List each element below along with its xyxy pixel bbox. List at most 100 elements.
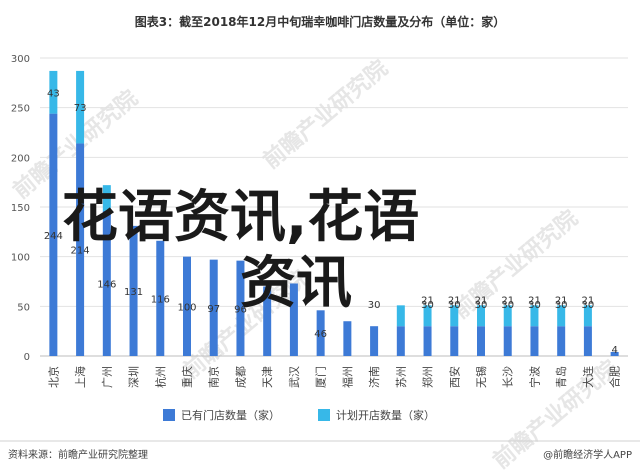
bar-existing [76,143,85,356]
legend-swatch-planned [318,409,330,421]
y-tick-label: 200 [11,153,30,164]
data-label-existing: 30 [555,300,568,311]
data-label-planned: 73 [74,103,87,114]
data-label-planned: 43 [47,88,60,99]
y-tick-label: 100 [11,253,30,264]
bar-planned [503,305,512,327]
watermark-text: 前瞻产业研究院 [258,55,393,174]
x-category-label: 福州 [340,366,354,388]
bar-existing [129,225,138,356]
bars [49,70,619,356]
bar-planned [423,305,432,327]
data-label-existing: 30 [421,300,434,311]
bar-existing [183,256,191,356]
x-category-label: 合肥 [608,366,622,388]
bar-existing [289,283,298,356]
bar-existing [557,326,566,356]
x-category-label: 无锡 [474,366,488,388]
y-tick-label: 0 [24,352,30,363]
x-category-label: 南京 [207,366,221,388]
data-label-existing: 30 [368,300,381,311]
bar-existing [370,326,379,356]
x-axis: 北京 上海 广州 深圳 杭州 重庆 南京 成都 天津 武汉 厦门 福州 济南 苏州 郑州 西安 无锡 长沙 宁波 青岛… [46,366,621,388]
data-label-planned: 21 [448,295,461,306]
data-label-existing: 30 [475,300,488,311]
legend-label-planned: 计划开店数量（家） [336,408,435,422]
x-category-label: 宁波 [527,366,541,388]
legend-swatch-existing [163,409,175,421]
bar-planned [49,70,58,114]
data-label-existing: 96 [234,304,247,315]
y-tick-label: 150 [11,203,30,214]
x-category-label: 西安 [447,366,461,388]
data-label-existing: 30 [582,300,595,311]
bar-planned [396,305,405,327]
data-label-planned: 21 [555,295,568,306]
bar-planned [102,185,111,211]
data-label-existing: 100 [177,302,196,313]
x-category-label: 重庆 [180,366,194,388]
x-category-label: 上海 [73,366,87,388]
bar-existing [209,259,218,356]
x-category-label: 大连 [581,366,595,388]
bar-existing [156,240,165,356]
data-label-existing: 131 [124,287,143,298]
data-label-planned: 21 [421,295,434,306]
bar-existing [503,326,512,356]
data-label-existing: 244 [44,231,63,242]
bar-existing [316,310,325,356]
gridlines [40,57,628,357]
x-category-label: 杭州 [153,366,167,388]
data-label-planned: 21 [475,295,488,306]
bar-existing [263,286,272,356]
bar-existing [49,113,58,356]
data-label-existing: 116 [151,294,170,305]
data-label-existing: 214 [71,246,90,257]
bar-existing [583,326,592,356]
legend-label-existing: 已有门店数量（家） [181,408,280,422]
data-label-planned: 21 [582,295,595,306]
y-axis: 0 50 100 150 200 250 300 [11,54,30,363]
x-category-label: 苏州 [395,366,408,388]
x-category-label: 厦门 [314,366,328,388]
legend: 已有门店数量（家） 计划开店数量（家） [163,408,435,422]
data-label-existing: 30 [448,300,461,311]
y-tick-label: 300 [11,54,30,65]
data-label-existing: 146 [97,279,116,290]
data-label-planned: 21 [528,295,541,306]
y-tick-label: 50 [17,302,30,313]
footer-brand: @前瞻经济学人APP [543,448,632,461]
x-category-label: 天津 [261,366,274,388]
x-category-label: 长沙 [502,366,515,388]
bar-existing [102,210,111,356]
data-label-existing: 30 [501,300,514,311]
bar-existing [610,352,619,356]
bar-planned [557,305,566,327]
x-category-label: 青岛 [554,366,568,388]
bar-existing [450,326,459,356]
data-label-existing: 46 [314,329,327,340]
x-category-label: 深圳 [128,366,141,388]
overlay-text-line1: 花语资讯,花语 [62,185,419,250]
x-category-label: 北京 [46,366,60,388]
bar-planned [450,305,459,327]
bar-planned [583,305,592,327]
bar-planned [76,70,85,144]
bar-existing [396,326,405,356]
chart-title: 图表3：截至2018年12月中旬瑞幸咖啡门店数量及分布（单位：家） [135,14,505,29]
bar-existing [423,326,432,356]
bar-existing [530,326,539,356]
bar-existing [477,326,485,356]
bar-planned [530,305,539,327]
data-label-existing: 97 [207,304,220,315]
footer-source: 资料来源：前瞻产业研究院整理 [8,448,148,461]
y-tick-label: 250 [11,104,30,115]
x-category-label: 济南 [367,366,381,388]
bar-existing [236,260,245,356]
x-category-label: 广州 [101,366,114,388]
x-category-label: 武汉 [288,366,301,388]
overlay-text-line2: 资讯 [240,251,352,316]
data-label-planned: 21 [501,295,514,306]
